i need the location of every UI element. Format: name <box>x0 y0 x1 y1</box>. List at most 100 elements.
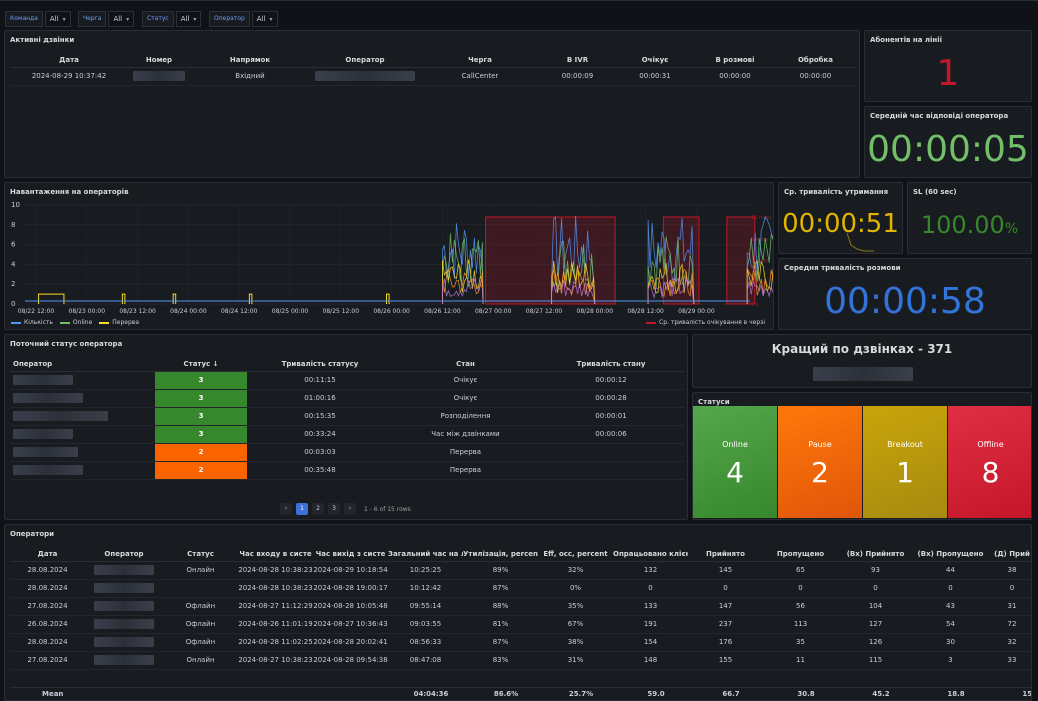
page-button[interactable]: 1 <box>296 503 308 515</box>
status-breakout[interactable]: Breakout 1 <box>863 406 947 518</box>
col-header[interactable]: Оператор <box>10 357 155 372</box>
mean-value: 30.8 <box>797 690 815 698</box>
cell: 11 <box>763 651 838 670</box>
next-page-button[interactable]: › <box>344 503 356 515</box>
var-queue[interactable]: Черга All ▾ <box>78 11 135 27</box>
col-header[interactable]: Тривалість статусу <box>247 357 393 372</box>
prev-page-button[interactable]: ‹ <box>280 503 292 515</box>
cell: Вхідний <box>190 67 310 86</box>
y2-tick-label: 0 s <box>751 302 759 308</box>
cell: 0 <box>763 579 838 598</box>
pause-blip <box>121 293 126 304</box>
operators-table: Дата Оператор Статус Час входу в систе Час в… <box>10 547 1031 670</box>
y-tick-label: 4 <box>11 260 16 268</box>
col-header[interactable]: Статус <box>163 547 238 562</box>
col-header[interactable]: Дата <box>10 547 85 562</box>
cell: 67% <box>538 615 613 634</box>
best-panel: Кращий по дзвінках - 371 <box>692 334 1032 388</box>
col-header[interactable]: Час входу в систе <box>238 547 313 562</box>
status-cell: 2 <box>155 461 247 480</box>
cell: 0 <box>988 579 1031 598</box>
col-header[interactable]: Очікує <box>615 53 695 68</box>
redacted-operator <box>94 583 154 593</box>
cell <box>85 597 163 616</box>
cell: 2024-08-28 20:02:41 <box>313 633 388 652</box>
var-status-select[interactable]: All ▾ <box>175 11 202 27</box>
cell: 54 <box>913 615 988 634</box>
cell <box>128 67 190 86</box>
legend-item[interactable]: Ср. тривалість очікування в черзі <box>659 319 765 326</box>
page-button[interactable]: 2 <box>312 503 324 515</box>
cell: 32 <box>988 633 1031 652</box>
col-header[interactable]: (Д) Прий <box>988 547 1031 562</box>
col-header[interactable]: В IVR <box>540 53 615 68</box>
cell: 2024-08-29 10:18:54 <box>313 561 388 580</box>
table-row: 3 01:00:16 Очікує 00:00:28 <box>10 389 684 408</box>
redacted-number <box>133 71 185 81</box>
col-header[interactable]: (Вх) Прийнято <box>838 547 913 562</box>
col-header[interactable]: Черга <box>420 53 540 68</box>
status-offline[interactable]: Offline 8 <box>948 406 1031 518</box>
var-queue-select[interactable]: All ▾ <box>108 11 135 27</box>
legend-item[interactable]: Перерва <box>112 319 140 326</box>
col-header[interactable]: Прийнято <box>688 547 763 562</box>
col-header[interactable]: Статус ↓ <box>155 357 247 372</box>
statuses-panel: Статуси Online 4 Pause 2 Breakout 1 Offl… <box>692 392 1032 520</box>
col-header[interactable]: В розмові <box>695 53 775 68</box>
status-pause[interactable]: Pause 2 <box>778 406 862 518</box>
mean-value: 45.2 <box>872 690 890 698</box>
col-header[interactable]: Час вихід з систе <box>313 547 388 562</box>
status-cell: 3 <box>155 371 247 390</box>
var-operator-select[interactable]: All ▾ <box>251 11 278 27</box>
col-header[interactable]: Утилізація, percent <box>463 547 538 562</box>
var-team[interactable]: Команда All ▾ <box>5 11 71 27</box>
current-status-panel: Поточний статус оператора Оператор Стату… <box>4 334 688 520</box>
col-header[interactable]: Тривалість стану <box>538 357 684 372</box>
cell: 2024-08-28 10:05:48 <box>313 597 388 616</box>
sl-value: 100.00% <box>920 211 1019 239</box>
col-header[interactable]: Пропущено <box>763 547 838 562</box>
var-team-select[interactable]: All ▾ <box>44 11 71 27</box>
avg-answer-panel: Середній час відповіді оператора 00:00:0… <box>864 106 1032 178</box>
col-header[interactable]: Оператор <box>310 53 420 68</box>
cell: 148 <box>613 651 688 670</box>
page-button[interactable]: 3 <box>328 503 340 515</box>
table-row: 28.08.2024 2024-08-28 10:38:23 2024-08-28 … <box>10 579 1031 598</box>
status-online[interactable]: Online 4 <box>693 406 777 518</box>
cell: 0 <box>613 579 688 598</box>
y-tick-label: 8 <box>11 221 15 229</box>
x-tick-label: 08/22 12:00 <box>18 308 55 315</box>
subscribers-panel: Абонентів на лінії 1 <box>864 30 1032 102</box>
col-header[interactable]: Eff, occ, percent <box>538 547 613 562</box>
cell: 81% <box>463 615 538 634</box>
sl-unit: % <box>1004 221 1019 237</box>
legend-item[interactable]: Online <box>72 319 93 326</box>
chart-legend-right: Ср. тривалість очікування в черзі <box>646 319 765 326</box>
var-operator[interactable]: Оператор All ▾ <box>209 11 278 27</box>
mean-value: 59.0 <box>647 690 665 698</box>
col-header[interactable]: Напрямок <box>190 53 310 68</box>
col-header[interactable]: Загальний час на л <box>388 547 463 562</box>
legend-item[interactable]: Кількість <box>24 319 53 326</box>
chevron-down-icon: ▾ <box>62 16 66 23</box>
cell: 28.08.2024 <box>10 561 85 580</box>
table-row: 2024-08-29 10:37:42 Вхідний CallCenter 0… <box>10 67 856 86</box>
redacted-operator <box>13 411 108 421</box>
col-header[interactable]: Опрацьовано клієн <box>613 547 688 562</box>
col-header[interactable]: (Вх) Пропущено <box>913 547 988 562</box>
var-status[interactable]: Статус All ▾ <box>142 11 202 27</box>
col-header[interactable]: Дата <box>10 53 128 68</box>
mean-value: 86.6% <box>493 690 519 698</box>
col-header[interactable]: Стан <box>393 357 538 372</box>
cell: 00:00:12 <box>538 371 684 390</box>
col-header[interactable]: Оператор <box>85 547 163 562</box>
chevron-down-icon: ▾ <box>269 16 273 23</box>
cell: 155 <box>688 651 763 670</box>
operators-mean-row: Mean 04:04:36 86.6% 25.7% 59.0 66.7 30.8 45.2 18… <box>10 687 1031 700</box>
var-queue-label: Черга <box>78 11 107 27</box>
table-row: 28.08.2024 Онлайн 2024-08-28 10:38:23 2024-… <box>10 561 1031 580</box>
col-header[interactable]: Обробка <box>775 53 856 68</box>
col-header[interactable]: Номер <box>128 53 190 68</box>
cell: 00:11:15 <box>247 371 393 390</box>
